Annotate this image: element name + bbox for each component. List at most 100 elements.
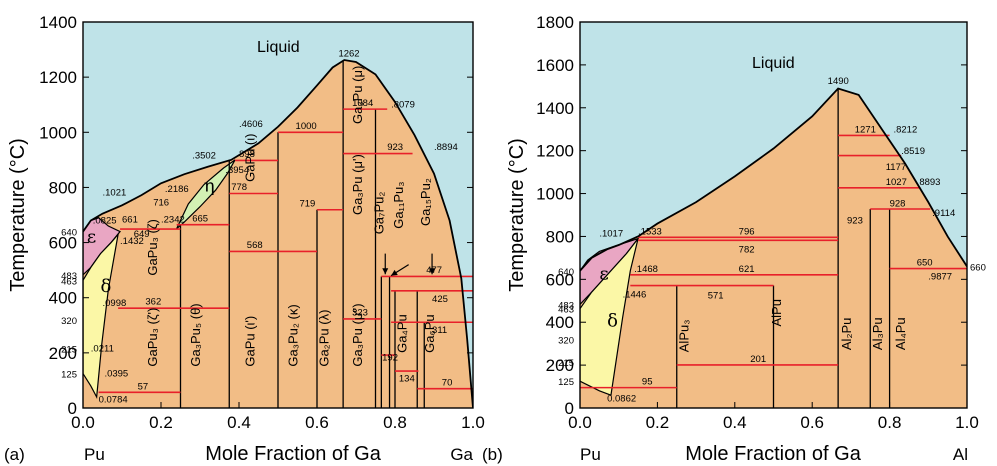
data-annotation: 1262: [338, 48, 359, 59]
phase-label: Ga₃Pu (μ'): [350, 154, 365, 215]
phase-label: Ga₁₅Pu₂: [418, 178, 433, 226]
data-annotation: .8079: [391, 99, 415, 110]
delta-region: [580, 238, 639, 396]
data-annotation: 796: [739, 226, 755, 237]
y-tick-label: 1000: [536, 185, 574, 204]
y-tick-label: 400: [49, 289, 77, 308]
special-temperature-label: 640: [558, 267, 574, 278]
x-tick-label: 0.0: [71, 413, 95, 432]
y-tick-label: 1000: [39, 123, 77, 142]
y-axis-label: Temperature (°C): [7, 138, 29, 292]
y-axis-label: Temperature (°C): [506, 138, 528, 292]
y-tick-label: 0: [68, 399, 77, 418]
delta-region: [83, 232, 120, 400]
data-annotation: 568: [247, 240, 263, 251]
data-annotation: 650: [917, 257, 933, 268]
phase-label: GaPu (ι): [243, 134, 258, 182]
data-annotation: 923: [387, 142, 403, 153]
data-annotation: .0211: [91, 343, 114, 354]
region-label: δ: [607, 311, 618, 332]
y-tick-label: 1800: [536, 13, 574, 32]
data-annotation: 57: [138, 381, 149, 392]
x-tick-label: 0.8: [383, 413, 407, 432]
y-tick-label: 600: [546, 270, 574, 289]
data-annotation: 362: [145, 297, 161, 308]
data-annotation: 1000: [296, 121, 317, 132]
plot-frame: [82, 21, 474, 409]
data-annotation: 477: [426, 265, 442, 276]
data-annotation: .0825: [93, 215, 117, 226]
data-annotation: .2186: [165, 184, 189, 195]
data-annotation: .1533: [638, 226, 662, 237]
data-annotation: 201: [750, 354, 766, 365]
x-right-element-label: Ga: [450, 445, 473, 464]
x-tick-label: 0.6: [305, 413, 329, 432]
x-tick-label: 0.4: [227, 413, 251, 432]
y-tick-label: 0: [565, 399, 574, 418]
data-annotation: 70: [442, 377, 453, 388]
x-tick-label: 0.6: [800, 413, 824, 432]
special-temperature-label: 320: [61, 316, 77, 327]
phase-label: Al₂Pu: [839, 318, 854, 351]
data-annotation: 134: [399, 374, 415, 385]
data-annotation: 1490: [828, 76, 849, 87]
phase-diagram-panel-b: 0 200 400 600 800 1000 1200 1400 1600 1800 0.0 0.2 0…: [482, 13, 986, 465]
data-annotation: .8893: [917, 177, 941, 188]
panel-label: (b): [482, 445, 503, 464]
phase-label: Ga₇Pu₂: [371, 192, 386, 235]
special-temperature-label: 483: [558, 300, 574, 311]
x-tick-label: 0.0: [568, 413, 592, 432]
data-annotation: 923: [847, 216, 863, 227]
x-tick-label: 0.4: [723, 413, 747, 432]
phase-diagram-panel-a: 0 200 400 600 800 1000 1200 1400 0.0 0.2 0.4 0.6 0.8…: [4, 13, 485, 465]
data-annotation: 778: [231, 182, 247, 193]
x-tick-label: 1.0: [955, 413, 979, 432]
data-annotation: .1446: [623, 290, 647, 301]
y-tick-label: 200: [49, 344, 77, 363]
liquidus-curve: [83, 59, 473, 408]
phase-label: AlPu₃: [676, 319, 691, 352]
data-annotation: .3954: [225, 165, 249, 176]
arrow-head: [391, 269, 398, 276]
special-temperature-label: 483: [61, 271, 77, 282]
arrow-head: [382, 268, 389, 275]
data-annotation: 0.0862: [607, 394, 636, 405]
data-annotation: .8212: [893, 124, 917, 135]
phase-label: Ga₂Pu (λ): [317, 310, 332, 367]
x-axis-label: Mole Fraction of Ga: [205, 443, 382, 465]
special-temperature-label: 320: [558, 335, 574, 346]
phase-label: Ga₃Pu₅ (θ): [188, 303, 203, 366]
x-left-element-label: Pu: [84, 445, 105, 464]
data-annotation: 0.0784: [99, 394, 128, 405]
data-annotation: 1177: [886, 162, 906, 173]
data-annotation: 323: [352, 308, 368, 319]
special-temperature-label: 125: [61, 370, 77, 381]
data-annotation: 719: [299, 199, 315, 210]
data-annotation: .1468: [634, 264, 658, 275]
data-annotation: 1271: [855, 124, 876, 135]
region-label: ε: [599, 263, 608, 284]
y-tick-label: 1200: [39, 68, 77, 87]
x-axis-label: Mole Fraction of Ga: [685, 443, 862, 465]
data-annotation: 425: [432, 294, 448, 305]
data-annotation: 621: [739, 264, 755, 275]
x-tick-label: 1.0: [461, 413, 485, 432]
data-annotation: 571: [708, 291, 724, 302]
special-temperature-label: 125: [558, 377, 574, 388]
phase-label: Al₃Pu: [870, 317, 885, 350]
y-tick-label: 200: [546, 356, 574, 375]
liquid-label: Liquid: [257, 39, 300, 56]
data-annotation: 665: [192, 213, 208, 224]
plot-frame: [579, 21, 968, 409]
data-annotation: 192: [382, 352, 398, 363]
x-tick-label: 0.8: [878, 413, 902, 432]
data-annotation: 661: [122, 215, 138, 226]
phase-label: Ga₆Pu: [422, 314, 437, 353]
data-annotation: 928: [890, 198, 906, 209]
data-annotation: 898: [239, 149, 255, 160]
y-tick-label: 600: [49, 234, 77, 253]
data-annotation: .1017: [599, 228, 623, 239]
y-tick-label: 800: [546, 227, 574, 246]
phase-label: GaPu (ι'): [243, 316, 258, 367]
